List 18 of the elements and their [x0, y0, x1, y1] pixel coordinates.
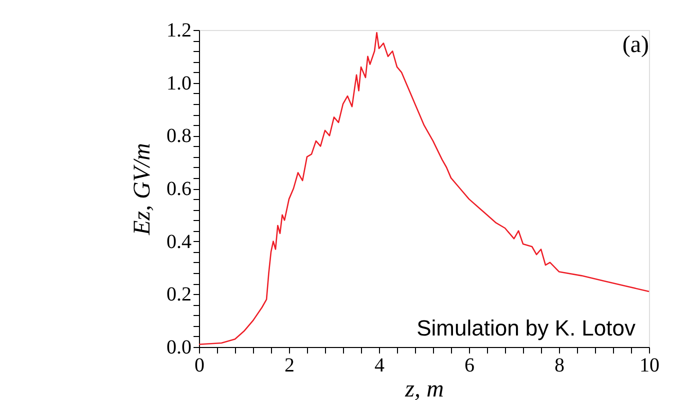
- x-tick-label: 8: [554, 354, 564, 376]
- x-tick-label: 6: [464, 354, 474, 376]
- y-tick-label: 0.4: [166, 230, 192, 253]
- annotation: Simulation by K. Lotov: [416, 316, 636, 341]
- y-tick-label: 0.0: [166, 336, 192, 358]
- y-tick-label: 1.0: [166, 72, 192, 94]
- x-tick-label: 4: [374, 354, 384, 376]
- x-axis-title: z, m: [404, 376, 444, 400]
- y-tick-label: 1.2: [166, 20, 192, 42]
- x-tick-label: 10: [640, 354, 660, 376]
- annotation: (a): [622, 32, 649, 58]
- x-tick-label: 2: [284, 354, 294, 376]
- y-axis-title: Ez, GV/m: [130, 143, 156, 236]
- y-tick-label: 0.6: [166, 178, 192, 200]
- line-series: [198, 32, 650, 346]
- y-tick-label: 0.2: [166, 284, 192, 306]
- x-tick-label: 0: [194, 354, 204, 376]
- y-tick-label: 0.8: [166, 125, 192, 148]
